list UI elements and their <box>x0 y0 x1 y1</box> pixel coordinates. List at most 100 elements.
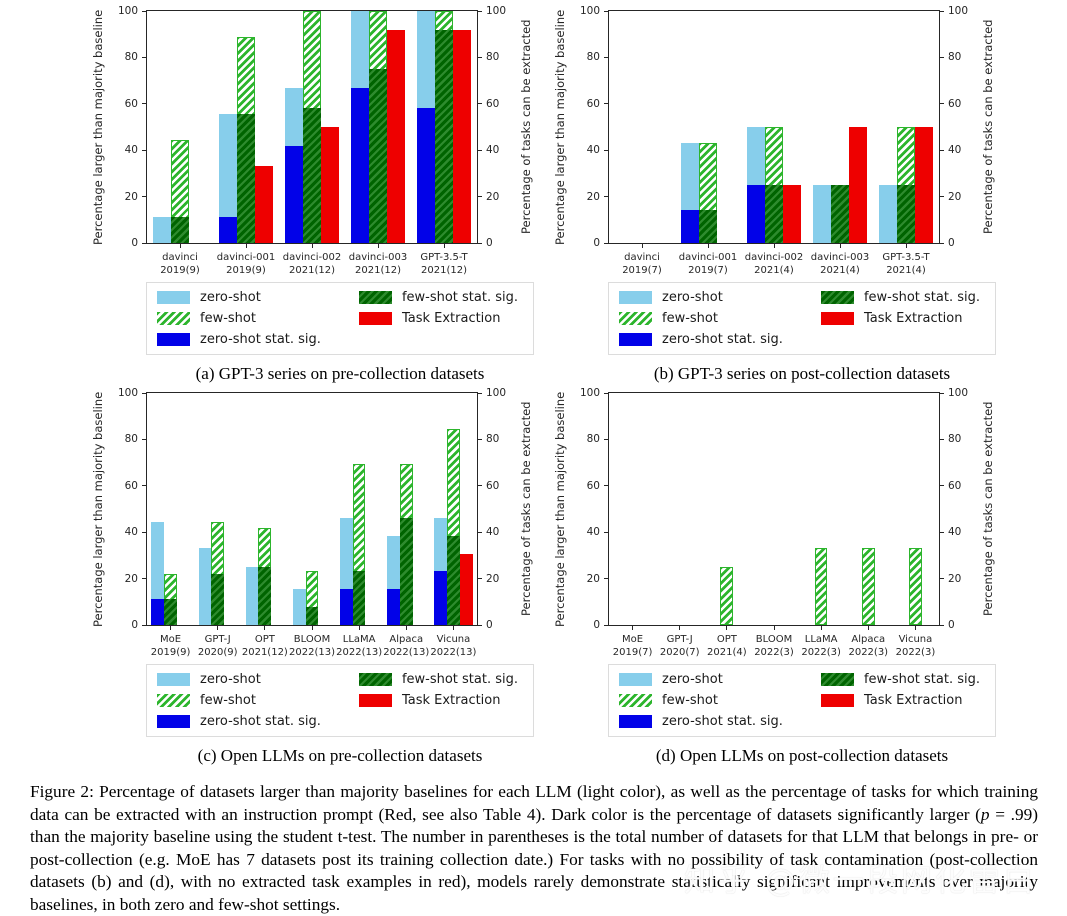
x-tick-mark <box>170 626 172 630</box>
y-tick-label: 0 <box>131 236 138 249</box>
y-tick-label: 40 <box>586 525 600 538</box>
y-tick-mark <box>604 56 608 58</box>
y-tick-mark <box>604 624 608 626</box>
y-tick-label: 60 <box>948 97 962 110</box>
bar-task-extraction <box>386 30 405 243</box>
legend-item-few_shot: few-shot <box>157 693 321 708</box>
x-tick-model: OPT <box>254 634 275 645</box>
y-tick-mark <box>604 438 608 440</box>
bar-zero-shot-stat-sig <box>434 571 448 625</box>
legend-swatch-zero_shot <box>157 673 190 686</box>
y-tick-label: 20 <box>586 572 600 585</box>
legend-swatch-few_shot <box>157 694 190 707</box>
x-tick-mark <box>905 244 907 248</box>
x-tick-mark <box>820 626 822 630</box>
x-tick-detail: 2022(13) <box>289 647 335 658</box>
y-tick-mark <box>142 531 146 533</box>
x-tick-model: OPT <box>716 634 737 645</box>
x-tick-detail: 2020(9) <box>197 647 238 658</box>
y-tick-mark <box>604 103 608 105</box>
x-tick-detail: 2021(12) <box>421 265 467 276</box>
x-tick-model: GPT-J <box>204 634 231 645</box>
y-tick-mark <box>478 578 482 580</box>
x-tick-label: GPT-3.5-T 2021(4) <box>882 251 929 277</box>
x-tick-detail: 2019(7) <box>622 265 662 276</box>
bar-few-shot-stat-sig <box>897 185 915 243</box>
y-tick-mark <box>940 392 944 394</box>
y-tick-mark <box>940 196 944 198</box>
bar-few-shot-stat-sig <box>699 209 717 243</box>
y-axis-label-right: Percentage of tasks can be extracted <box>519 19 533 235</box>
plot-area-b: 0 0 20 20 40 40 60 60 80 80 100 100 davinci 2019(7) da… <box>580 6 968 276</box>
y-tick-mark <box>142 242 146 244</box>
y-tick-label: 80 <box>124 51 138 64</box>
y-tick-label: 40 <box>948 143 962 156</box>
x-tick-mark <box>452 626 454 630</box>
y-tick-label: 0 <box>131 618 138 631</box>
y-tick-label: 40 <box>586 143 600 156</box>
legend-label: few-shot <box>662 693 718 708</box>
bar-task-extraction <box>782 185 801 243</box>
legend-item-zero_shot_sig: zero-shot stat. sig. <box>157 714 321 729</box>
legend-swatch-few_shot_sig <box>820 673 854 686</box>
subplot-caption-a: (a) GPT-3 series on pre-collection datas… <box>195 364 485 383</box>
y-tick-label: 40 <box>948 525 962 538</box>
y-tick-label: 80 <box>948 433 962 446</box>
x-tick-detail: 2021(12) <box>241 647 288 658</box>
legend-column: few-shot stat. sig. Task Extraction <box>820 672 980 729</box>
legend-item-zero_shot_sig: zero-shot stat. sig. <box>157 332 321 347</box>
figure-grid: Percentage larger than majority baseline… <box>90 6 996 765</box>
y-tick-mark <box>142 56 146 58</box>
caption-text-2: = .99) than the majority baseline using … <box>30 804 1038 914</box>
x-tick-mark <box>773 626 775 630</box>
y-tick-mark <box>142 485 146 487</box>
y-tick-label: 60 <box>948 479 962 492</box>
x-tick-detail: 2022(3) <box>895 647 936 658</box>
x-tick-detail: 2022(3) <box>754 647 794 658</box>
subplot-caption-c: (c) Open LLMs on pre-collection datasets <box>197 746 483 765</box>
legend-item-zero_shot: zero-shot <box>157 672 321 687</box>
x-tick-mark <box>867 626 869 630</box>
legend-item-zero_shot_sig: zero-shot stat. sig. <box>619 332 783 347</box>
legend-column: few-shot stat. sig. Task Extraction <box>358 672 518 729</box>
x-tick-mark <box>443 244 445 248</box>
bar-zero-shot-stat-sig <box>747 185 766 243</box>
x-tick-model: davinci-002 <box>282 252 342 263</box>
y-tick-label: 20 <box>948 190 962 203</box>
legend-label: few-shot stat. sig. <box>863 672 980 687</box>
legend-swatch-few_shot_sig <box>358 291 392 304</box>
bar-task-extraction <box>320 127 339 243</box>
legend-item-few_shot: few-shot <box>157 311 321 326</box>
legend-label: zero-shot <box>200 672 261 687</box>
x-tick-detail: 2019(9) <box>226 265 266 276</box>
x-tick-model: davinci-001 <box>216 252 276 263</box>
y-tick-label: 20 <box>486 572 500 585</box>
y-tick-label: 40 <box>124 143 138 156</box>
x-tick-label: GPT-J 2020(7) <box>660 633 700 659</box>
x-tick-model: davinci-003 <box>810 252 870 263</box>
legend-swatch-zero_shot_sig <box>157 715 190 728</box>
bar-few-shot-stat-sig <box>237 114 255 243</box>
legend-swatch-few_shot_sig <box>358 673 392 686</box>
y-tick-label: 0 <box>486 236 493 249</box>
bar-zero-shot <box>245 567 259 625</box>
legend-column: few-shot stat. sig. Task Extraction <box>358 290 518 347</box>
x-tick-label: OPT 2021(12) <box>242 633 288 659</box>
x-tick-model: MoE <box>160 634 182 645</box>
figure-caption-block: Figure 2: Percentage of datasets larger … <box>0 781 1067 916</box>
y-axis-label-right: Percentage of tasks can be extracted <box>519 401 533 617</box>
y-tick-mark <box>142 438 146 440</box>
x-tick-model: davinci-001 <box>678 252 738 263</box>
figure-caption: Figure 2: Percentage of datasets larger … <box>30 781 1038 916</box>
y-tick-mark <box>604 392 608 394</box>
x-tick-detail: 2021(4) <box>754 265 794 276</box>
chart-a: Percentage larger than majority baseline… <box>90 6 533 276</box>
y-tick-mark <box>940 10 944 12</box>
y-tick-mark <box>142 392 146 394</box>
legend-item-task_extraction: Task Extraction <box>358 693 518 708</box>
bar-few-shot-stat-sig <box>435 30 453 243</box>
legend-swatch-zero_shot_sig <box>157 333 190 346</box>
x-tick-detail: 2021(4) <box>820 265 860 276</box>
x-tick-label: Alpaca 2022(13) <box>383 633 429 659</box>
legend-swatch-zero_shot <box>619 673 652 686</box>
